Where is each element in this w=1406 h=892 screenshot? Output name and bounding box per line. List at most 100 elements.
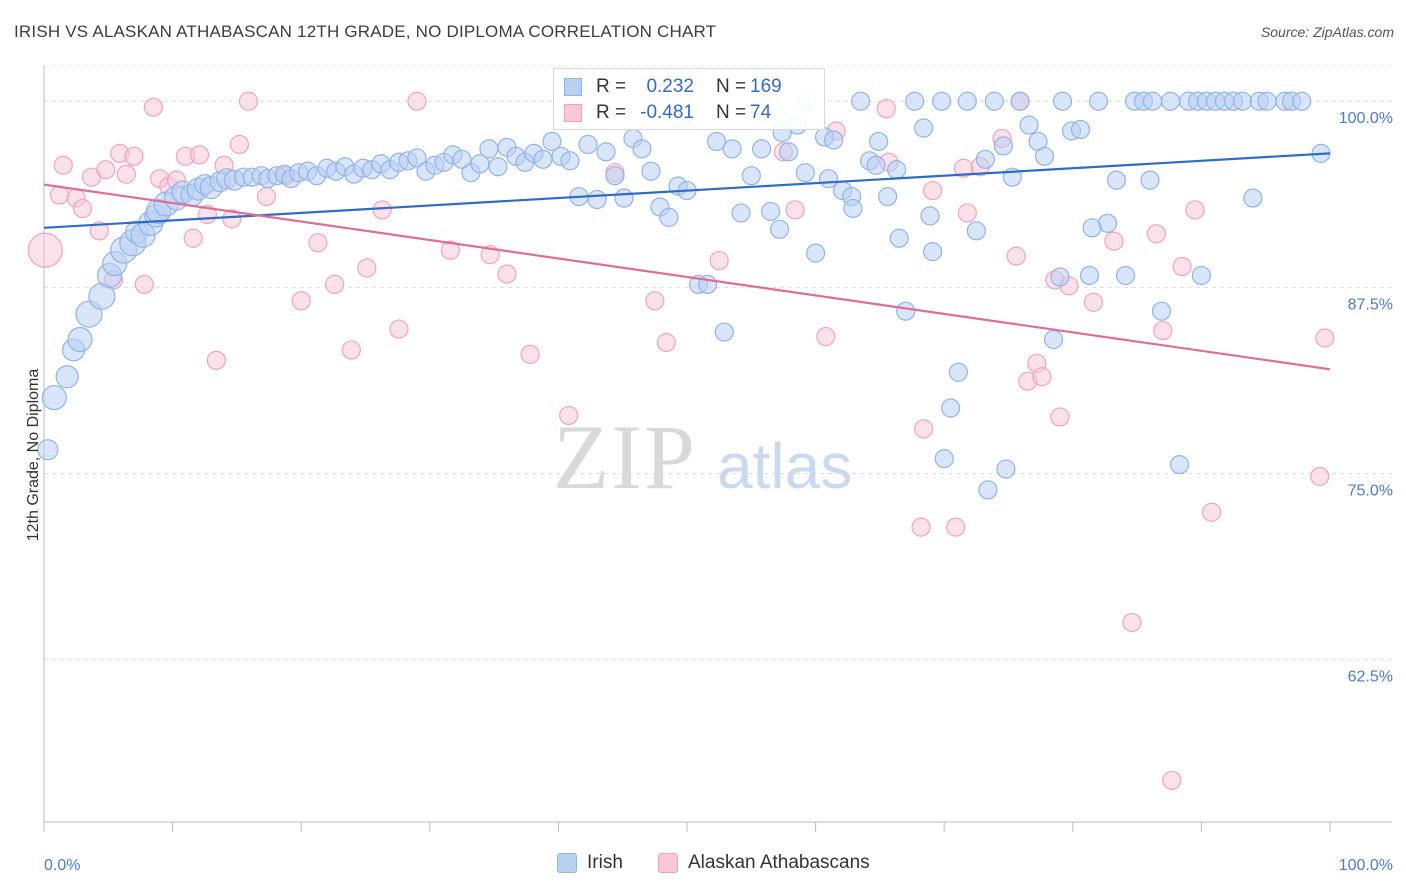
irish-point [1169, 454, 1190, 475]
athabascan-point [440, 240, 460, 260]
irish-legend-swatch [557, 853, 577, 873]
irish-point [934, 449, 954, 469]
irish-point [479, 139, 499, 159]
irish-point [905, 91, 925, 111]
irish-point [760, 201, 781, 222]
athabascan-point [1202, 502, 1222, 522]
source-label: Source: ZipAtlas.com [1260, 24, 1394, 40]
irish-point [731, 203, 751, 223]
irish-point [887, 160, 907, 180]
irish-n-value: 169 [750, 76, 782, 97]
irish-point [1292, 91, 1312, 111]
data-points [27, 91, 1335, 790]
athabascan-trend-line [43, 183, 1331, 371]
irish-point [542, 131, 562, 152]
athabascan-point [1153, 320, 1173, 341]
athabascan-point [372, 200, 392, 220]
athabascan-point [709, 250, 729, 271]
irish-point [869, 131, 889, 152]
irish-point [984, 91, 1004, 111]
irish-point [67, 326, 93, 353]
irish-point [851, 91, 871, 111]
athabascan-point [1032, 367, 1052, 387]
athabascan-n-value: 74 [750, 102, 772, 123]
athabascan-point [407, 91, 427, 111]
irish-point [605, 166, 625, 186]
irish-point [1050, 267, 1070, 287]
athabascan-point [1162, 770, 1182, 790]
irish-point [824, 130, 844, 150]
irish-point [975, 149, 995, 169]
irish-point [1151, 301, 1172, 321]
athabascan-point [656, 332, 677, 353]
trend-lines [43, 152, 1331, 371]
y-tick-label: 75.0% [1348, 483, 1393, 500]
irish-point [1019, 115, 1039, 135]
irish-point [957, 91, 977, 111]
athabascan-point [124, 146, 144, 166]
y-axis-label: 12th Grade, No Diploma [25, 369, 42, 542]
irish-point [1160, 91, 1181, 111]
irish-point [996, 459, 1016, 479]
tick-labels: 100.0% 87.5% 75.0% 62.5% 0.0% 100.0% [44, 110, 1393, 874]
irish-point [818, 169, 839, 189]
athabascan-point [256, 186, 277, 207]
athabascan-point [206, 350, 226, 370]
athabascan-point [497, 264, 517, 284]
athabascan-point [222, 209, 242, 229]
legend-item-irish[interactable]: Irish [557, 852, 623, 874]
athabascan-point [876, 99, 896, 119]
irish-point [1232, 91, 1253, 111]
chart-title: IRISH VS ALASKAN ATHABASCAN 12TH GRADE, … [14, 22, 717, 41]
correlation-legend: R = 0.232 N = 169 R = -0.481 N = 74 [553, 68, 825, 130]
irish-point [805, 243, 826, 263]
legend-row-athabascan: R = -0.481 N = 74 [564, 101, 794, 125]
irish-point [889, 228, 909, 248]
irish-point [37, 439, 59, 461]
athabascan-point [341, 340, 361, 360]
athabascan-point [357, 258, 377, 278]
athabascan-point [1050, 407, 1070, 427]
irish-point [1140, 170, 1160, 190]
irish-point [1142, 91, 1163, 111]
athabascan-point [1185, 200, 1205, 220]
athabascan-point [645, 291, 665, 311]
watermark-atlas: atlas [717, 430, 852, 502]
athabascan-point [325, 274, 345, 295]
athabascan-point [520, 344, 540, 364]
athabascan-point [914, 419, 934, 439]
irish-point [560, 151, 580, 171]
watermark: ZIP atlas [553, 406, 852, 508]
irish-point [778, 142, 799, 162]
irish-point [878, 186, 898, 207]
athabascan-point [134, 274, 154, 295]
watermark-zip: ZIP [553, 406, 697, 508]
irish-point [587, 189, 607, 210]
athabascan-point [1146, 224, 1166, 244]
irish-point [1088, 91, 1109, 111]
y-tick-label: 87.5% [1348, 296, 1393, 313]
athabascan-point [1310, 466, 1330, 487]
irish-point [914, 118, 934, 138]
irish-point [978, 480, 998, 500]
irish-point [641, 161, 661, 181]
irish-point [966, 221, 986, 241]
irish-point [407, 148, 427, 168]
irish-point [1082, 218, 1102, 238]
athabascan-legend-label: Alaskan Athabascans [688, 852, 870, 873]
irish-point [1010, 91, 1030, 111]
athabascan-point [308, 233, 328, 253]
athabascan-point [291, 291, 311, 311]
irish-point [632, 139, 652, 159]
athabascan-point [53, 155, 73, 175]
athabascan-point [1006, 246, 1026, 266]
irish-point [751, 139, 772, 159]
irish-point [993, 136, 1013, 156]
athabascan-point [389, 319, 409, 339]
athabascan-point [953, 158, 974, 178]
athabascan-point [143, 97, 163, 117]
athabascan-point [229, 134, 250, 155]
athabascan-point [559, 405, 579, 426]
legend-item-athabascan[interactable]: Alaskan Athabascans [658, 852, 870, 874]
irish-point [614, 188, 634, 208]
